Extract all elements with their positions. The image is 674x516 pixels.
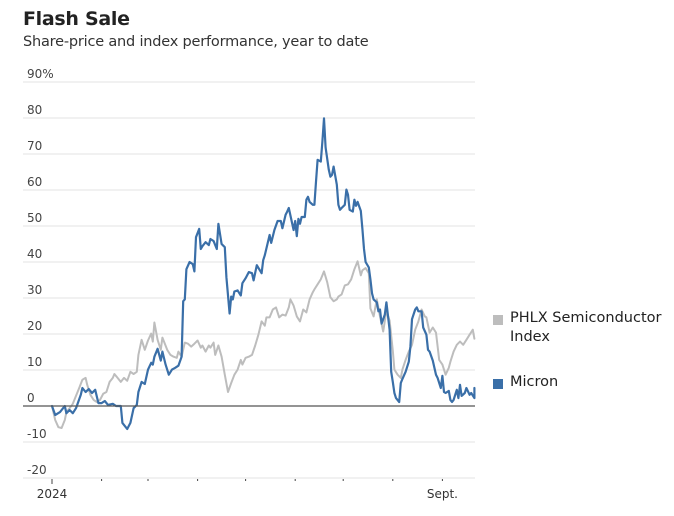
y-tick-label: 60 <box>27 175 42 189</box>
y-axis-ticks: 90% 80 70 60 50 40 30 20 10 0 -10 -20 <box>27 67 54 477</box>
gridlines <box>23 81 475 479</box>
y-tick-label: 70 <box>27 139 42 153</box>
y-tick-label: 30 <box>27 283 42 297</box>
y-tick-label: 10 <box>27 355 42 369</box>
y-tick-label: -20 <box>27 463 47 477</box>
y-tick-label: 90% <box>27 67 54 81</box>
legend-label-micron: Micron <box>510 374 559 390</box>
y-tick-label: 80 <box>27 103 42 117</box>
y-tick-label: 0 <box>27 391 35 405</box>
y-tick-label: 50 <box>27 211 42 225</box>
chart-subtitle: Share-price and index performance, year … <box>23 34 369 50</box>
y-tick-label: 40 <box>27 247 42 261</box>
series-line-phlx <box>51 260 476 429</box>
x-tick-label: 2024 <box>37 487 68 501</box>
series-lines <box>23 117 476 431</box>
legend-label-phlx: PHLX Semiconductor Index <box>510 310 662 345</box>
chart-title: Flash Sale <box>23 8 130 30</box>
x-axis: 2024 Sept. <box>37 479 458 501</box>
series-line-micron <box>50 117 476 431</box>
x-tick-label: Sept. <box>427 487 458 501</box>
legend-swatch-micron <box>493 379 503 389</box>
y-tick-label: 20 <box>27 319 42 333</box>
y-tick-label: -10 <box>27 427 47 441</box>
legend-swatch-phlx <box>493 315 503 325</box>
